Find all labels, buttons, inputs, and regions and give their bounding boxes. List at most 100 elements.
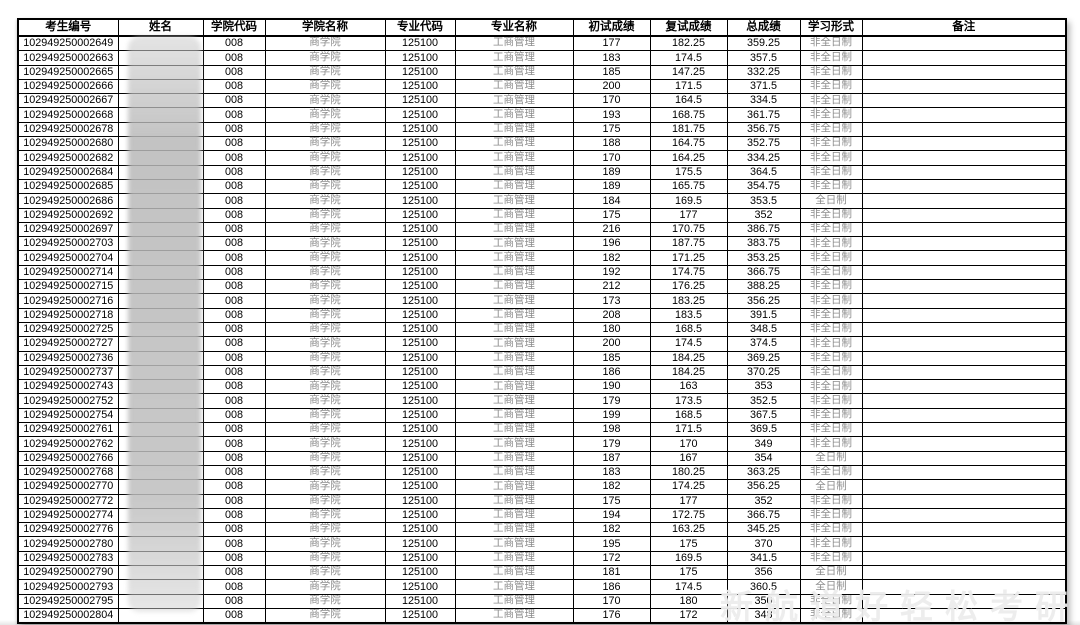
cell-retest_score: 171.5 bbox=[649, 78, 728, 95]
cell-remark bbox=[861, 64, 1067, 80]
cell-major_name: 工商管理 bbox=[454, 550, 574, 566]
table-row: 102949250002685 008 商学院 125100 工商管理 189 165.75… bbox=[17, 178, 1067, 195]
cell-major_code: 125100 bbox=[384, 207, 456, 223]
cell-major_code: 125100 bbox=[384, 193, 456, 209]
cell-retest_score: 170 bbox=[649, 436, 728, 452]
cell-college_name: 商学院 bbox=[264, 50, 386, 66]
cell-exam_no: 102949250002754 bbox=[17, 407, 119, 424]
cell-college_name: 商学院 bbox=[264, 64, 386, 80]
cell-major_code: 125100 bbox=[384, 93, 456, 109]
cell-major_name: 工商管理 bbox=[454, 121, 574, 138]
cell-retest_score: 175 bbox=[649, 564, 728, 581]
cell-retest_score: 174.25 bbox=[649, 479, 728, 495]
cell-college_name: 商学院 bbox=[264, 379, 386, 395]
cell-major_code: 125100 bbox=[384, 522, 456, 538]
cell-initial_score: 182 bbox=[572, 250, 651, 266]
cell-major_name: 工商管理 bbox=[454, 250, 574, 266]
cell-college_name: 商学院 bbox=[264, 464, 386, 481]
cell-total_score: 366.75 bbox=[726, 507, 801, 524]
cell-name bbox=[117, 536, 204, 552]
cell-retest_score: 174.5 bbox=[649, 50, 728, 66]
cell-study_form: 非全日制 bbox=[799, 307, 863, 323]
cell-retest_score: 171.5 bbox=[649, 422, 728, 438]
cell-college_code: 008 bbox=[202, 507, 266, 524]
cell-retest_score: 164.25 bbox=[649, 150, 728, 166]
cell-name bbox=[117, 279, 204, 295]
table-row: 102949250002804 008 商学院 125100 工商管理 176 172 348… bbox=[17, 607, 1067, 624]
column-header-retest_score: 复试成绩 bbox=[649, 18, 728, 37]
cell-study_form: 全日制 bbox=[799, 564, 863, 581]
cell-remark bbox=[861, 136, 1067, 152]
cell-name bbox=[117, 407, 204, 424]
cell-study_form: 非全日制 bbox=[799, 178, 863, 195]
cell-initial_score: 216 bbox=[572, 221, 651, 238]
table-row: 102949250002766 008 商学院 125100 工商管理 187 167 354… bbox=[17, 450, 1067, 466]
cell-total_score: 369.5 bbox=[726, 422, 801, 438]
cell-major_code: 125100 bbox=[384, 150, 456, 166]
cell-name bbox=[117, 250, 204, 266]
cell-retest_score: 163 bbox=[649, 379, 728, 395]
cell-name bbox=[117, 221, 204, 238]
cell-college_code: 008 bbox=[202, 579, 266, 595]
cell-college_code: 008 bbox=[202, 464, 266, 481]
cell-college_name: 商学院 bbox=[264, 193, 386, 209]
cell-exam_no: 102949250002668 bbox=[17, 107, 119, 123]
cell-exam_no: 102949250002736 bbox=[17, 350, 119, 366]
cell-college_name: 商学院 bbox=[264, 178, 386, 195]
table-row: 102949250002790 008 商学院 125100 工商管理 181 175 356… bbox=[17, 564, 1067, 581]
cell-college_name: 商学院 bbox=[264, 164, 386, 180]
cell-exam_no: 102949250002663 bbox=[17, 50, 119, 66]
cell-remark bbox=[861, 35, 1067, 52]
cell-study_form: 非全日制 bbox=[799, 550, 863, 566]
cell-college_code: 008 bbox=[202, 422, 266, 438]
cell-study_form: 非全日制 bbox=[799, 507, 863, 524]
cell-exam_no: 102949250002761 bbox=[17, 422, 119, 438]
cell-study_form: 非全日制 bbox=[799, 464, 863, 481]
column-header-initial_score: 初试成绩 bbox=[572, 18, 651, 37]
cell-major_code: 125100 bbox=[384, 178, 456, 195]
cell-college_code: 008 bbox=[202, 207, 266, 223]
cell-major_code: 125100 bbox=[384, 379, 456, 395]
cell-study_form: 全日制 bbox=[799, 193, 863, 209]
cell-initial_score: 199 bbox=[572, 407, 651, 424]
cell-initial_score: 176 bbox=[572, 607, 651, 624]
cell-exam_no: 102949250002783 bbox=[17, 550, 119, 566]
cell-college_code: 008 bbox=[202, 193, 266, 209]
cell-remark bbox=[861, 450, 1067, 466]
cell-name bbox=[117, 436, 204, 452]
cell-total_score: 345.25 bbox=[726, 522, 801, 538]
cell-major_code: 125100 bbox=[384, 479, 456, 495]
table-row: 102949250002761 008 商学院 125100 工商管理 198 171.5 3… bbox=[17, 422, 1067, 438]
cell-major_code: 125100 bbox=[384, 422, 456, 438]
cell-exam_no: 102949250002795 bbox=[17, 593, 119, 609]
cell-total_score: 352 bbox=[726, 207, 801, 223]
cell-college_code: 008 bbox=[202, 593, 266, 609]
cell-study_form: 非全日制 bbox=[799, 321, 863, 338]
cell-name bbox=[117, 93, 204, 109]
cell-remark bbox=[861, 221, 1067, 238]
cell-total_score: 334.25 bbox=[726, 150, 801, 166]
cell-major_name: 工商管理 bbox=[454, 236, 574, 252]
cell-major_name: 工商管理 bbox=[454, 207, 574, 223]
cell-study_form: 非全日制 bbox=[799, 336, 863, 352]
cell-name bbox=[117, 136, 204, 152]
table-row: 102949250002770 008 商学院 125100 工商管理 182 174.25… bbox=[17, 479, 1067, 495]
cell-retest_score: 168.75 bbox=[649, 107, 728, 123]
cell-retest_score: 184.25 bbox=[649, 364, 728, 381]
cell-name bbox=[117, 607, 204, 624]
cell-exam_no: 102949250002762 bbox=[17, 436, 119, 452]
cell-study_form: 全日制 bbox=[799, 479, 863, 495]
cell-initial_score: 187 bbox=[572, 450, 651, 466]
table-row: 102949250002667 008 商学院 125100 工商管理 170 164.5 3… bbox=[17, 93, 1067, 109]
cell-major_code: 125100 bbox=[384, 350, 456, 366]
cell-total_score: 353.5 bbox=[726, 193, 801, 209]
cell-study_form: 非全日制 bbox=[799, 436, 863, 452]
cell-name bbox=[117, 393, 204, 409]
cell-remark bbox=[861, 250, 1067, 266]
cell-remark bbox=[861, 336, 1067, 352]
cell-initial_score: 190 bbox=[572, 379, 651, 395]
cell-study_form: 非全日制 bbox=[799, 607, 863, 624]
cell-exam_no: 102949250002718 bbox=[17, 307, 119, 323]
cell-exam_no: 102949250002680 bbox=[17, 136, 119, 152]
cell-remark bbox=[861, 607, 1067, 624]
